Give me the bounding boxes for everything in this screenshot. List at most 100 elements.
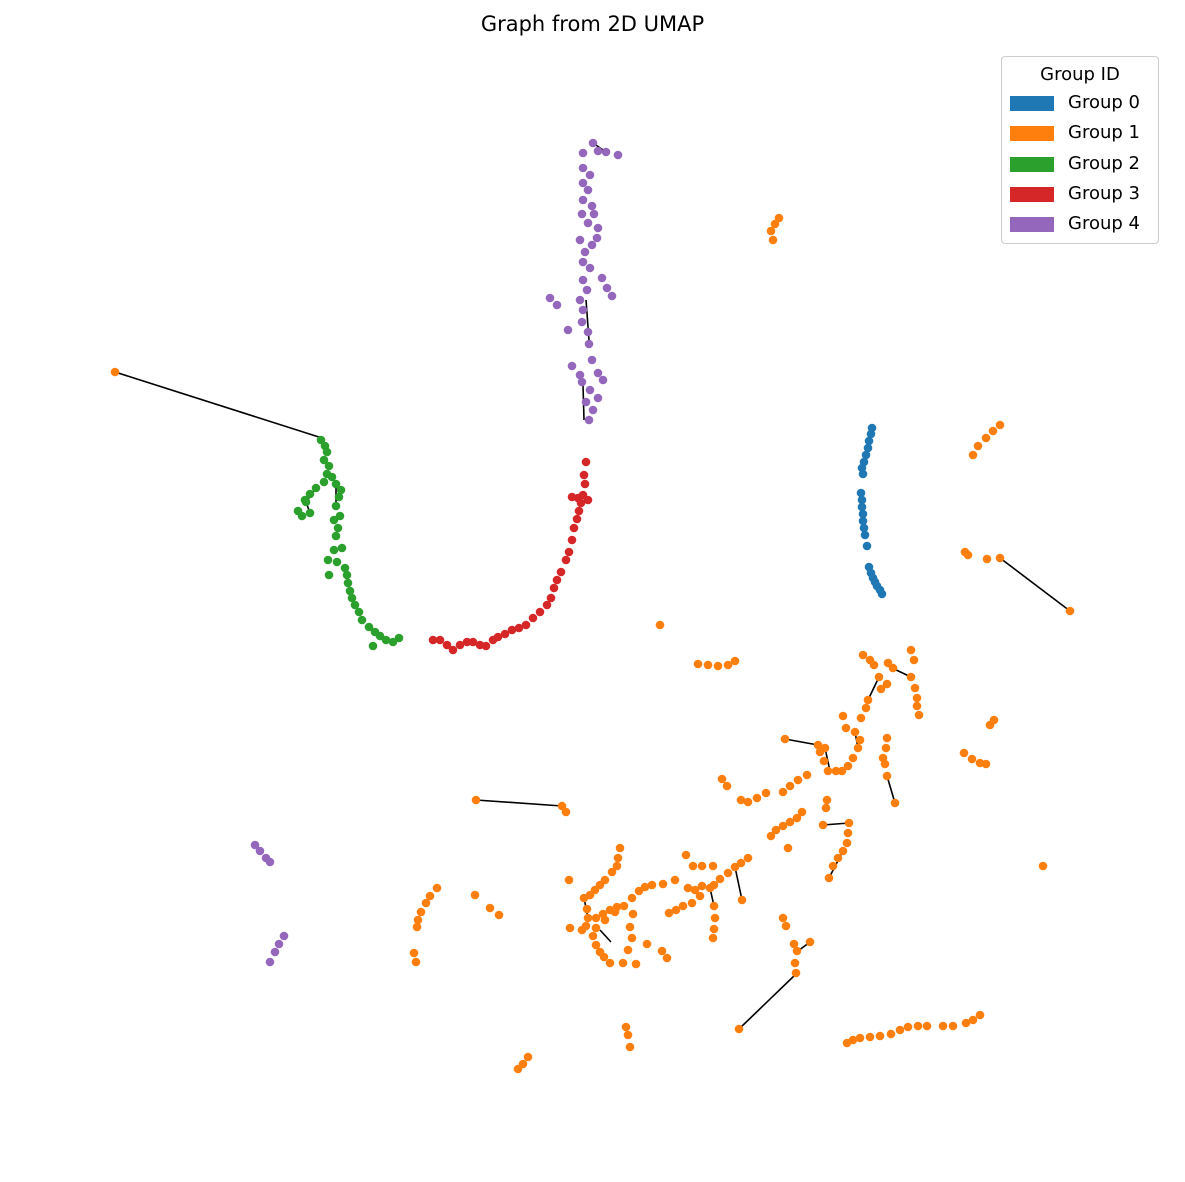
node-point-group-2 <box>368 641 378 651</box>
node-point-group-4 <box>545 293 555 303</box>
node-point-group-3 <box>435 635 445 645</box>
node-point-group-2 <box>333 523 343 533</box>
node-point-group-4 <box>602 283 612 293</box>
node-point-group-0 <box>858 516 868 526</box>
legend-entry-group-4: Group 4 <box>1002 209 1158 239</box>
chart-title: Graph from 2D UMAP <box>480 12 705 36</box>
node-point-group-1 <box>627 933 637 943</box>
legend-swatch <box>1010 126 1054 142</box>
node-point-group-1 <box>792 813 802 823</box>
node-point-group-3 <box>493 632 503 642</box>
legend-label: Group 3 <box>1068 182 1140 204</box>
node-point-group-1 <box>831 766 841 776</box>
node-point-group-0 <box>860 530 870 540</box>
node-point-group-1 <box>792 946 802 956</box>
node-point-group-1 <box>790 958 800 968</box>
node-point-group-2 <box>324 570 334 580</box>
node-point-group-1 <box>710 913 720 923</box>
node-point-group-1 <box>708 861 718 871</box>
node-point-group-0 <box>863 443 873 453</box>
node-point-group-1 <box>858 650 868 660</box>
node-point-group-4 <box>585 263 595 273</box>
node-point-group-4 <box>589 209 599 219</box>
node-point-group-1 <box>855 735 865 745</box>
node-point-group-3 <box>549 583 559 593</box>
node-point-group-3 <box>580 479 590 489</box>
node-point-group-1 <box>876 684 886 694</box>
node-point-group-1 <box>413 915 423 925</box>
legend-swatch <box>1010 186 1054 202</box>
graph-nodes <box>110 138 1075 1074</box>
node-point-group-1 <box>697 861 707 871</box>
node-point-group-2 <box>319 455 329 465</box>
node-point-group-1 <box>715 874 725 884</box>
node-point-group-2 <box>331 501 341 511</box>
node-point-group-1 <box>655 620 665 630</box>
node-point-group-1 <box>820 743 830 753</box>
node-point-group-2 <box>342 570 352 580</box>
node-point-group-1 <box>627 893 637 903</box>
node-point-group-1 <box>766 831 776 841</box>
node-point-group-3 <box>567 535 577 545</box>
node-point-group-1 <box>471 795 481 805</box>
node-point-group-4 <box>578 148 588 158</box>
node-point-group-1 <box>1065 606 1075 616</box>
node-point-group-1 <box>771 825 781 835</box>
node-point-group-1 <box>853 743 863 753</box>
node-point-group-1 <box>564 875 574 885</box>
node-point-group-4 <box>577 377 587 387</box>
node-point-group-1 <box>843 761 853 771</box>
node-point-group-1 <box>882 733 892 743</box>
node-point-group-4 <box>580 247 590 257</box>
node-point-group-1 <box>752 793 762 803</box>
node-point-group-1 <box>961 1018 971 1028</box>
node-point-group-1 <box>855 1033 865 1043</box>
legend-swatch <box>1010 96 1054 111</box>
node-point-group-1 <box>582 904 592 914</box>
node-point-group-1 <box>913 1021 923 1031</box>
node-point-group-1 <box>881 743 891 753</box>
node-point-group-1 <box>640 882 650 892</box>
node-point-group-4 <box>593 393 603 403</box>
legend-label: Group 2 <box>1068 152 1140 174</box>
node-point-group-2 <box>331 531 341 541</box>
node-point-group-0 <box>861 450 871 460</box>
node-point-group-4 <box>593 146 603 156</box>
node-point-group-1 <box>824 873 834 883</box>
node-point-group-1 <box>785 817 795 827</box>
graph-edge <box>599 929 612 943</box>
node-point-group-1 <box>678 901 688 911</box>
legend-swatch <box>1010 217 1054 233</box>
node-point-group-1 <box>485 903 495 913</box>
node-point-group-1 <box>412 922 422 932</box>
node-point-group-1 <box>938 1021 948 1031</box>
node-point-group-2 <box>297 511 307 521</box>
node-point-group-1 <box>988 426 998 436</box>
node-point-group-4 <box>587 201 597 211</box>
node-point-group-0 <box>862 541 872 551</box>
node-point-group-1 <box>723 660 733 670</box>
graph-edge <box>114 371 323 439</box>
graph-edge <box>999 557 1071 612</box>
node-point-group-2 <box>340 563 350 573</box>
node-point-group-1 <box>561 807 571 817</box>
node-point-group-1 <box>628 909 638 919</box>
node-point-group-3 <box>569 523 579 533</box>
graph-edge <box>475 799 563 807</box>
node-point-group-1 <box>470 890 480 900</box>
node-point-group-1 <box>856 713 866 723</box>
node-point-group-3 <box>552 575 562 585</box>
node-point-group-1 <box>730 656 740 666</box>
node-point-group-1 <box>985 720 995 730</box>
node-point-group-3 <box>542 600 552 610</box>
node-point-group-4 <box>592 233 602 243</box>
node-point-group-1 <box>591 940 601 950</box>
graph-edge <box>734 866 743 901</box>
node-point-group-1 <box>837 766 847 776</box>
node-point-group-1 <box>778 913 788 923</box>
node-point-group-4 <box>552 300 562 310</box>
node-point-group-2 <box>336 485 346 495</box>
node-point-group-2 <box>301 497 311 507</box>
node-point-group-1 <box>982 554 992 564</box>
node-point-group-3 <box>572 514 582 524</box>
